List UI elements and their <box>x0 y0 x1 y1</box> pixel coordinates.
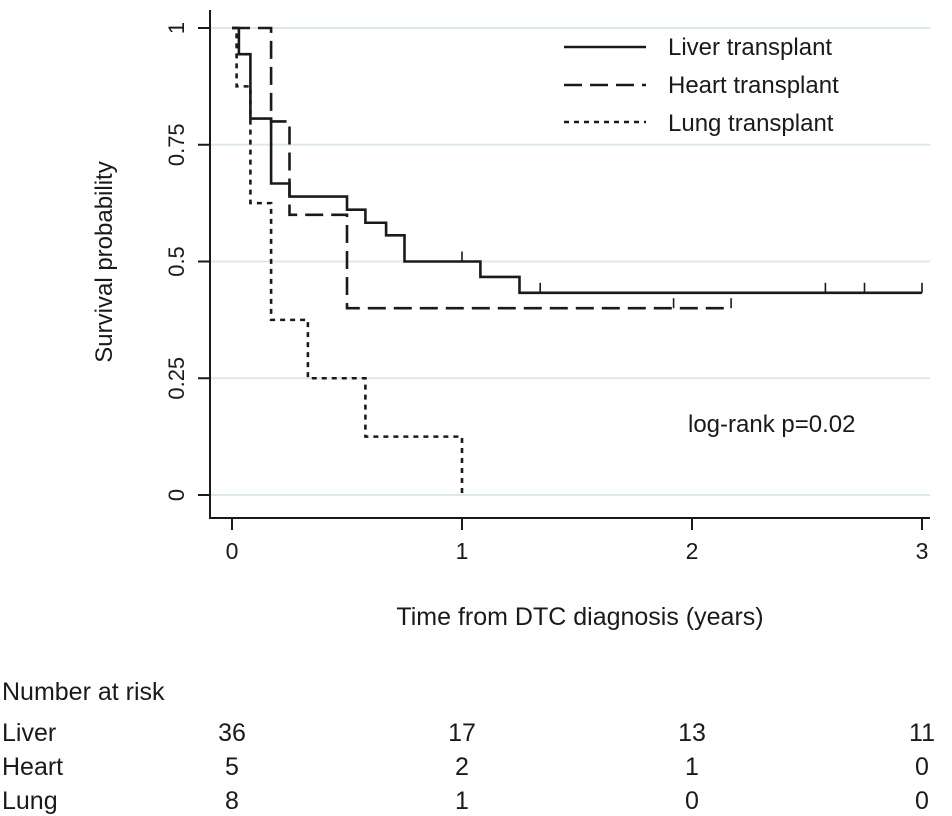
risk-cell: 0 <box>685 787 699 815</box>
x-tick-label: 2 <box>686 538 699 564</box>
risk-cell: 8 <box>225 787 239 815</box>
risk-row-label: Lung <box>2 787 58 815</box>
axes <box>209 10 930 519</box>
risk-cell: 11 <box>909 719 935 747</box>
survival-curve-liver-transplant <box>232 26 922 295</box>
risk-table-title: Number at risk <box>2 678 165 706</box>
gridlines <box>211 27 930 496</box>
x-tick-label: 0 <box>226 538 239 564</box>
risk-cell: 17 <box>448 719 476 747</box>
y-axis-label: Survival probability <box>91 161 118 362</box>
risk-row-label: Liver <box>2 719 56 747</box>
axis-ticks: 0 0.25 0.5 0.75 1 0 1 2 3 <box>164 22 928 564</box>
risk-cell: 1 <box>455 787 469 815</box>
survival-curve-heart-transplant <box>232 26 732 310</box>
y-tick-label: 0.25 <box>164 357 189 400</box>
series-lines <box>232 26 923 495</box>
risk-cell: 36 <box>218 719 246 747</box>
legend-label-liver: Liver transplant <box>668 34 832 61</box>
survival-curve-lung-transplant <box>232 26 464 495</box>
risk-row-label: Heart <box>2 753 63 781</box>
number-at-risk-table: Number at risk Liver 36 17 13 11 Heart 5 2 1 0 Lun… <box>2 678 935 815</box>
y-tick-label: 1 <box>164 22 189 34</box>
legend-label-heart: Heart transplant <box>668 72 839 99</box>
risk-cell: 1 <box>685 753 699 781</box>
y-tick-label: 0 <box>164 489 189 501</box>
risk-cell: 5 <box>225 753 239 781</box>
risk-cell: 0 <box>915 753 929 781</box>
legend: Liver transplant Heart transplant Lung t… <box>564 34 839 137</box>
x-axis-label: Time from DTC diagnosis (years) <box>396 603 763 631</box>
y-tick-label: 0.5 <box>164 246 189 277</box>
x-tick-label: 1 <box>456 538 469 564</box>
risk-cell: 0 <box>915 787 929 815</box>
legend-label-lung: Lung transplant <box>668 110 834 137</box>
risk-cell: 13 <box>678 719 706 747</box>
risk-cell: 2 <box>455 753 469 781</box>
y-tick-label: 0.75 <box>164 123 189 166</box>
x-tick-label: 3 <box>916 538 929 564</box>
logrank-annotation: log-rank p=0.02 <box>688 411 855 438</box>
